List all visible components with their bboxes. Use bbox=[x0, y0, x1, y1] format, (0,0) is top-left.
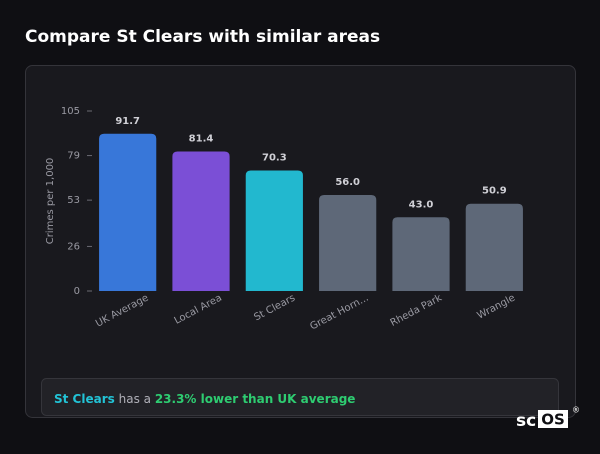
insight-connector: has a bbox=[119, 392, 151, 406]
data-label: 50.9 bbox=[482, 186, 507, 197]
logo-reg: ® bbox=[572, 406, 580, 415]
y-tick-label: 0 bbox=[74, 286, 80, 297]
bar bbox=[465, 203, 523, 291]
logo-prefix: sc bbox=[516, 411, 536, 431]
y-tick-label: 26 bbox=[67, 241, 80, 252]
y-tick-label: 105 bbox=[61, 106, 80, 117]
insight-text: St Clears has a 23.3% lower than UK aver… bbox=[54, 392, 355, 406]
bar bbox=[319, 195, 377, 291]
insight-highlight: 23.3% lower than UK average bbox=[155, 392, 356, 406]
data-label: 56.0 bbox=[335, 177, 360, 188]
insight-area: St Clears bbox=[54, 392, 115, 406]
data-label: 43.0 bbox=[409, 199, 434, 210]
insight-box bbox=[41, 378, 559, 416]
data-label: 70.3 bbox=[262, 152, 287, 163]
bar bbox=[245, 170, 303, 291]
bar bbox=[392, 217, 450, 291]
logo-box bbox=[538, 410, 568, 428]
y-axis-label: Crimes per 1,000 bbox=[45, 158, 56, 245]
bar bbox=[99, 133, 157, 291]
logo-mark: OS bbox=[541, 411, 565, 429]
chart-title: Compare St Clears with similar areas bbox=[25, 27, 380, 47]
data-label: 91.7 bbox=[115, 116, 140, 127]
data-label: 81.4 bbox=[189, 133, 214, 144]
y-tick-label: 53 bbox=[67, 195, 80, 206]
y-tick-label: 79 bbox=[67, 151, 80, 162]
bar bbox=[172, 151, 230, 291]
